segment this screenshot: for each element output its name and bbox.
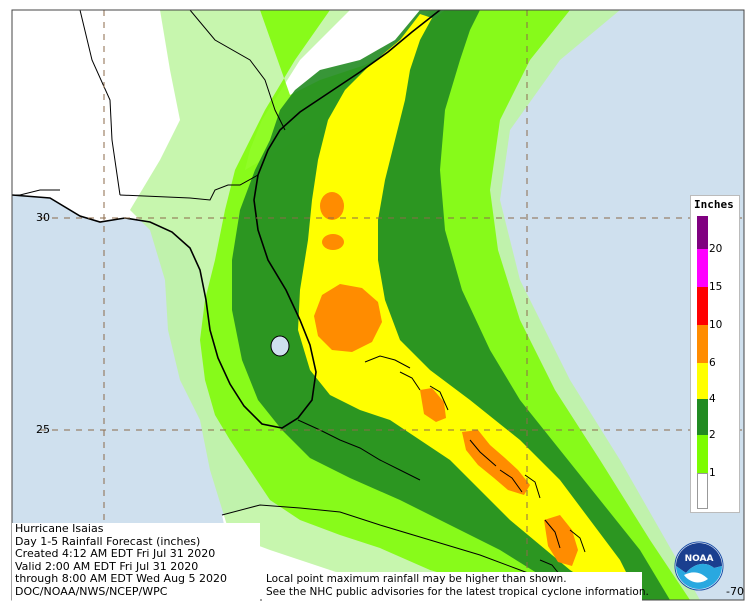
legend-label-15: 15 — [709, 281, 723, 293]
state-border-al-ga — [79, 10, 121, 196]
lake-okeechobee — [270, 335, 290, 357]
disclaimer-line-2: See the NHC public advisories for the la… — [266, 585, 649, 598]
legend-label-4: 4 — [709, 393, 716, 405]
rainfall-legend: Inches 20 15 10 6 4 2 1 — [690, 195, 740, 513]
legend-label-1: 1 — [709, 467, 716, 479]
rain-blob-6in-d — [420, 388, 446, 422]
noaa-logo-text: NOAA — [685, 554, 714, 564]
rain-blob-6in-c — [314, 284, 382, 352]
lat-label-25: 25 — [36, 423, 50, 436]
title-line-created: Created 4:12 AM EDT Fri Jul 31 2020 — [15, 547, 216, 561]
title-line-storm: Hurricane Isaias — [15, 522, 104, 535]
legend-swatch-6 — [697, 325, 708, 363]
state-border-fl-ga — [119, 174, 259, 201]
rain-blob-6in-a — [320, 192, 344, 220]
rain-blob-6in-f — [544, 515, 578, 566]
title-block: Hurricane Isaias Day 1-5 Rainfall Foreca… — [12, 522, 260, 603]
lat-lon-grid — [40, 10, 744, 600]
title-line-source: DOC/NOAA/NWS/NCEP/WPC — [15, 584, 168, 598]
title-line-product: Day 1-5 Rainfall Forecast (inches) — [15, 534, 201, 548]
disclaimer-line-1: Local point maximum rainfall may be high… — [266, 573, 567, 585]
rain-blob-6in-b — [322, 234, 344, 250]
legend-swatch-20 — [697, 216, 708, 249]
legend-label-20: 20 — [709, 243, 723, 255]
legend-label-10: 10 — [709, 319, 723, 331]
legend-swatch-1 — [697, 435, 708, 473]
legend-swatch-15 — [697, 249, 708, 287]
lat-label-30: 30 — [36, 211, 50, 224]
legend-swatch-10 — [697, 287, 708, 325]
florida-coast — [12, 10, 441, 429]
noaa-logo-icon: NOAA — [674, 541, 724, 591]
state-border-ga-sc — [189, 10, 286, 131]
legend-swatch-0 — [697, 473, 708, 509]
disclaimer-box: Local point maximum rainfall may be high… — [262, 572, 649, 601]
legend-swatch-4 — [697, 363, 708, 399]
title-line-valid: Valid 2:00 AM EDT Fri Jul 31 2020 — [15, 559, 199, 573]
lon-label-70: -70 — [726, 585, 744, 598]
legend-label-6: 6 — [709, 357, 716, 369]
legend-swatch-2 — [697, 399, 708, 435]
rain-band-4in — [298, 14, 640, 600]
legend-title: Inches — [694, 198, 734, 211]
title-line-through: through 8:00 AM EDT Wed Aug 5 2020 — [15, 572, 228, 586]
bahamas-islands — [364, 355, 586, 576]
legend-label-2: 2 — [709, 429, 716, 441]
state-border-al-fl-west — [12, 189, 60, 196]
